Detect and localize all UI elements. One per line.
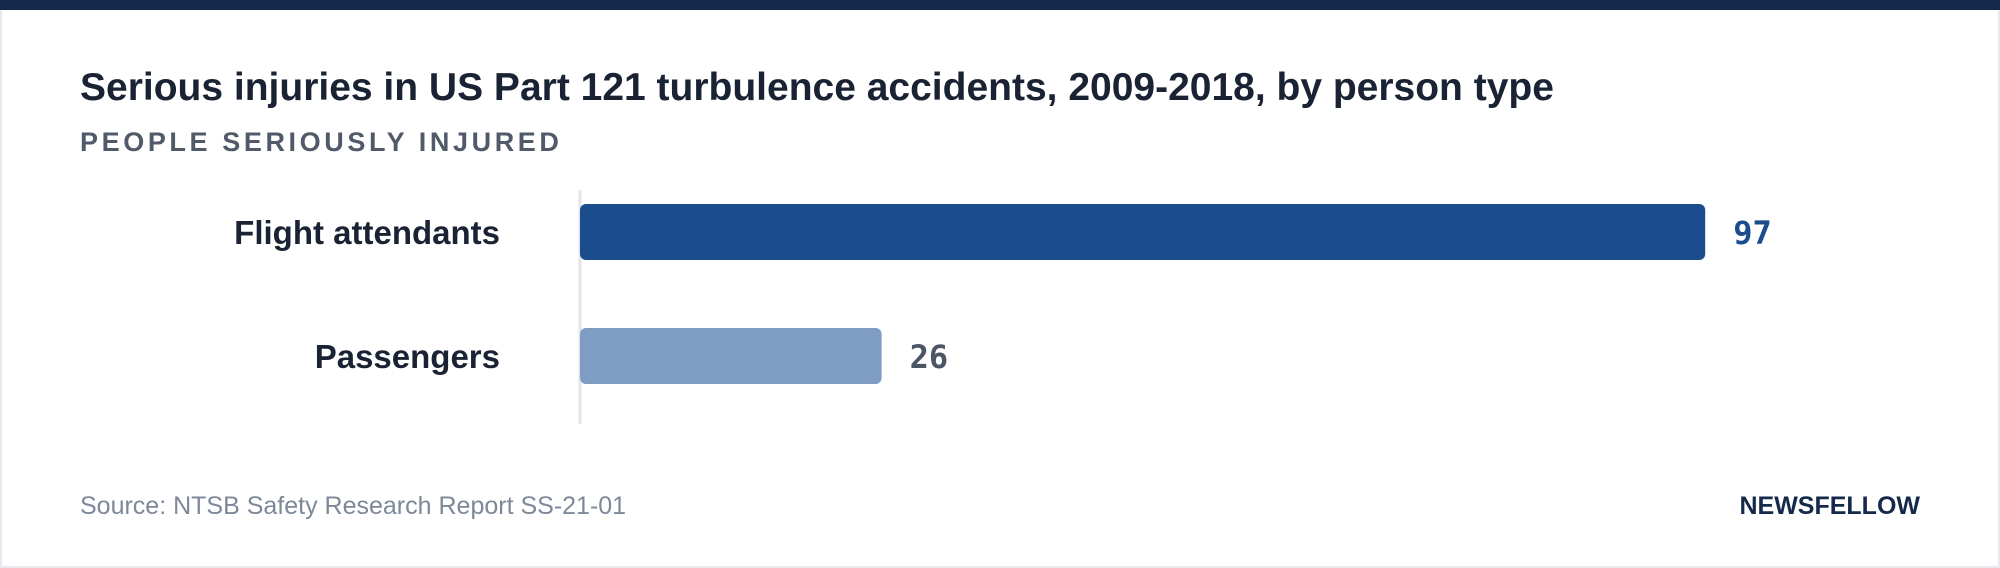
bar xyxy=(580,328,882,384)
chart-title: Serious injuries in US Part 121 turbulen… xyxy=(80,66,1554,109)
chart-subtitle: PEOPLE SERIOUSLY INJURED xyxy=(80,127,563,157)
value-label: 26 xyxy=(910,338,949,376)
category-label: Flight attendants xyxy=(234,214,500,251)
value-label: 97 xyxy=(1733,214,1772,252)
top-accent-bar xyxy=(0,0,2000,10)
bar xyxy=(580,204,1706,260)
category-label: Passengers xyxy=(315,338,500,375)
brand-logo: NEWSFELLOW xyxy=(1739,492,1920,520)
source-note: Source: NTSB Safety Research Report SS-2… xyxy=(80,492,627,520)
